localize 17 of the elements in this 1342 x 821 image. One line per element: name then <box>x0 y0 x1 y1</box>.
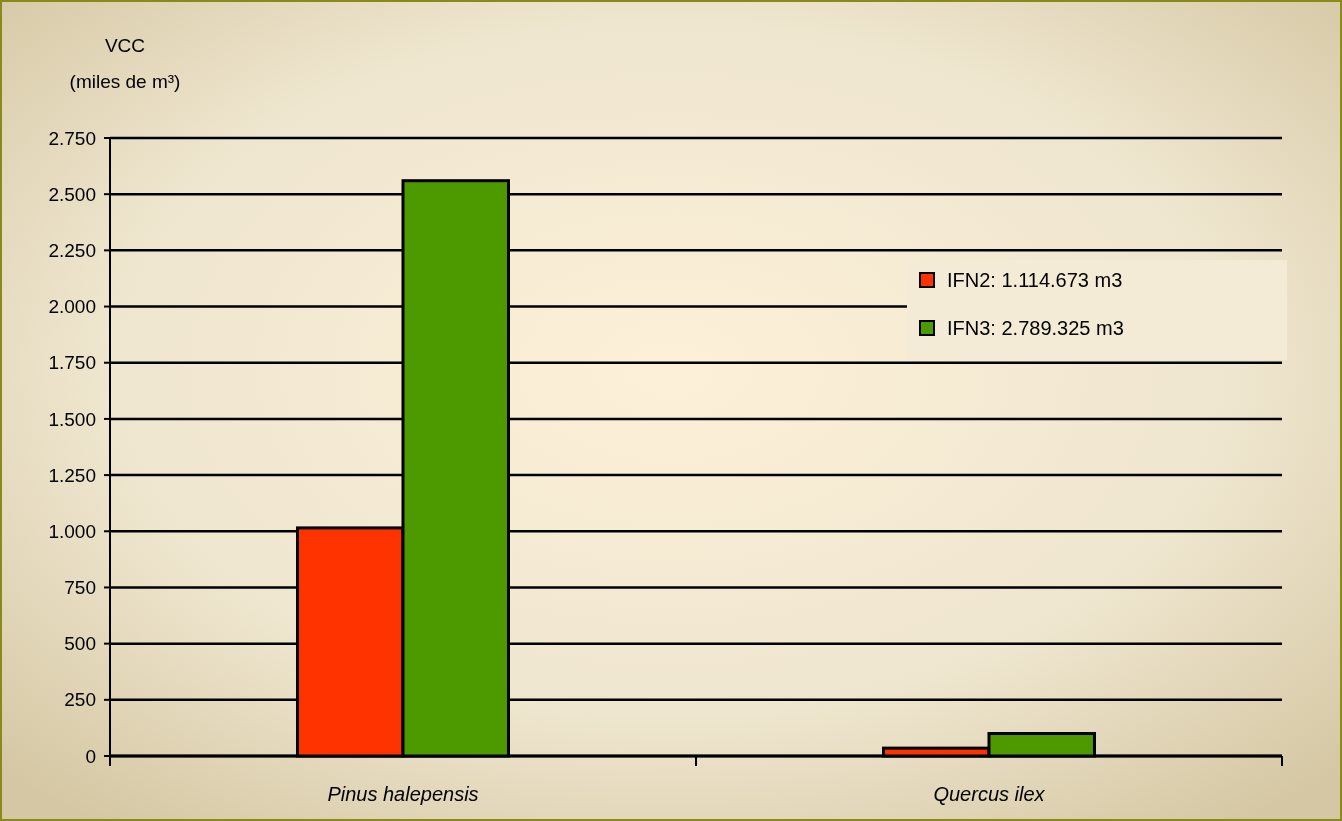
y-tick-label: 1.500 <box>48 408 96 430</box>
y-tick-label: 500 <box>64 633 96 655</box>
y-tick-label: 250 <box>64 689 96 711</box>
x-tick-label: Pinus halepensis <box>327 783 479 805</box>
y-axis-title: VCC (miles de m³) <box>69 35 181 92</box>
x-tick-label: Quercus ilex <box>933 783 1046 805</box>
y-tick-label: 750 <box>64 577 96 599</box>
y-tick-label: 2.750 <box>48 127 96 149</box>
y-tick-label: 1.250 <box>48 464 96 486</box>
y-tick-label: 2.250 <box>48 240 96 262</box>
y-tick-label: 2.000 <box>48 296 96 318</box>
y-tick-label: 1.750 <box>48 352 96 374</box>
y-tick-label: 2.500 <box>48 183 96 205</box>
legend-label: IFN2: 1.114.673 m3 <box>947 269 1123 291</box>
y-tick-label: 1.000 <box>48 520 96 542</box>
legend-label: IFN3: 2.789.325 m3 <box>947 317 1124 339</box>
y-tick-label: 0 <box>85 745 96 767</box>
